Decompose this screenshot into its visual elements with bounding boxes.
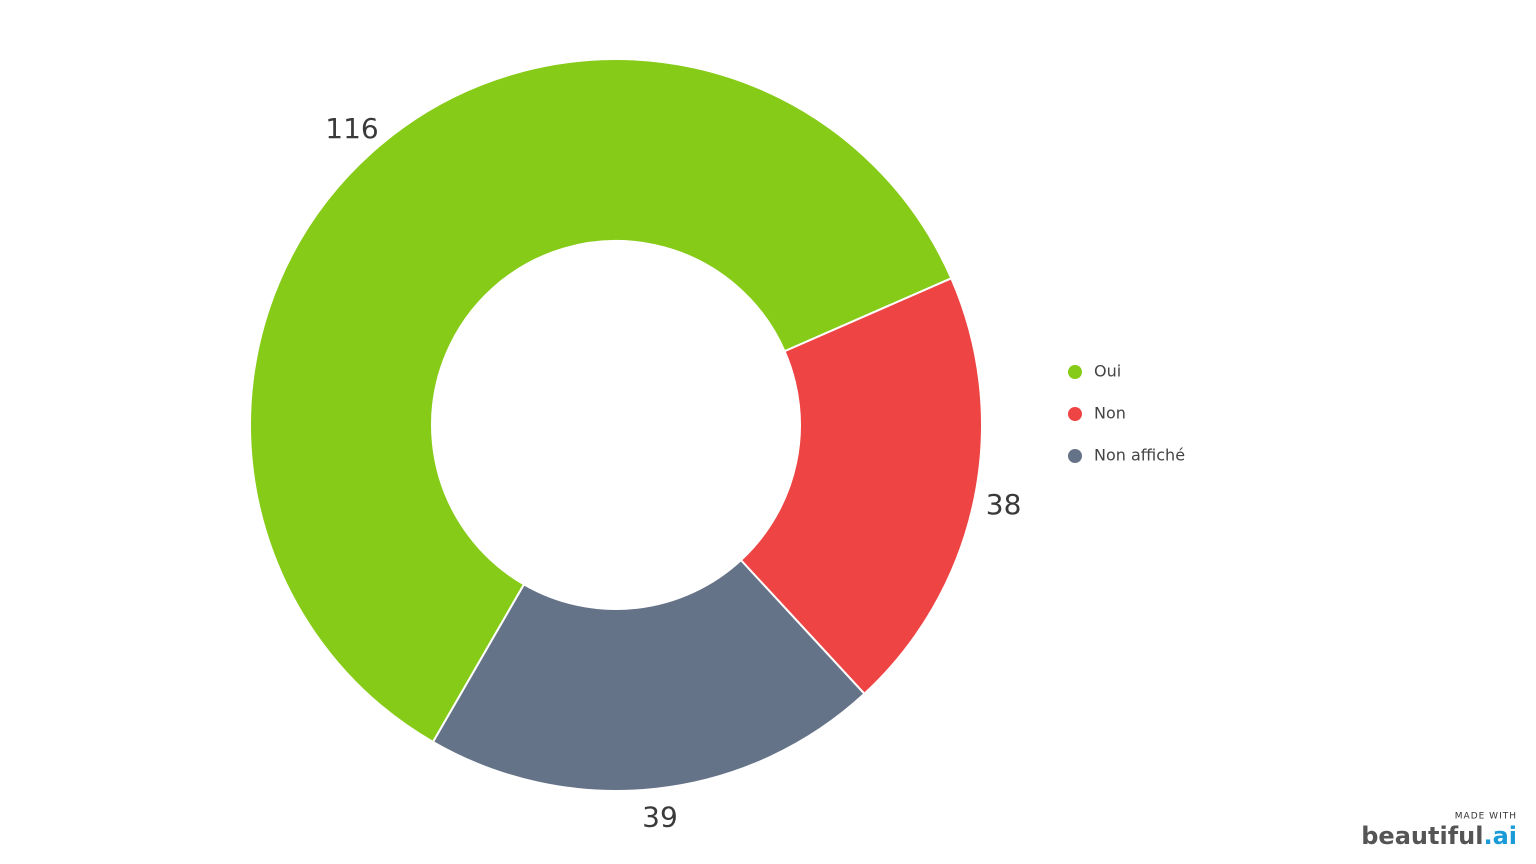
value-label: 116: [325, 112, 378, 145]
donut-slice: [739, 276, 983, 696]
legend-swatch: [1068, 365, 1082, 379]
donut-slice: [431, 558, 866, 792]
legend-label: Non affiché: [1094, 446, 1185, 465]
legend-swatch: [1068, 449, 1082, 463]
legend-label: Non: [1094, 404, 1126, 423]
value-label: 39: [642, 801, 678, 834]
value-label: 38: [986, 488, 1022, 521]
legend-label: Oui: [1094, 362, 1121, 381]
brand: beautiful.ai: [1361, 822, 1517, 850]
donut-slice: [249, 58, 953, 744]
legend-swatch: [1068, 407, 1082, 421]
brand-name: beautiful: [1361, 822, 1483, 850]
brand-suffix: .ai: [1483, 822, 1517, 850]
made-with: MADE WITH: [1455, 812, 1517, 822]
